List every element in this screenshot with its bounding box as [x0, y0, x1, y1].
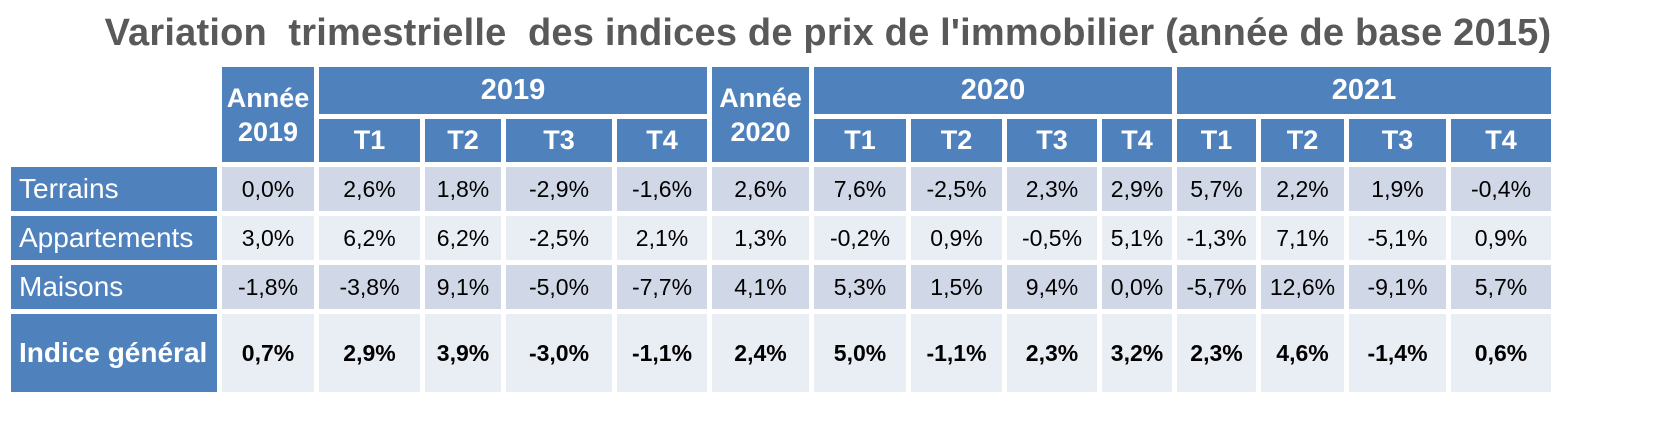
row-label-appartements: Appartements — [11, 216, 217, 260]
table-cell: -0,2% — [814, 216, 906, 260]
table-cell: -9,1% — [1349, 265, 1446, 309]
header-year-2020: 2020 — [814, 67, 1172, 114]
table-cell: 6,2% — [319, 216, 420, 260]
table-cell: 7,6% — [814, 167, 906, 211]
table-cell: 0,0% — [1102, 265, 1172, 309]
header-2019-t2: T2 — [425, 119, 501, 162]
table-cell: -5,7% — [1177, 265, 1256, 309]
table-cell: 2,1% — [617, 216, 707, 260]
table-cell: -1,4% — [1349, 314, 1446, 392]
table-cell: -1,1% — [617, 314, 707, 392]
header-2021-t3: T3 — [1349, 119, 1446, 162]
table-cell: -3,0% — [506, 314, 612, 392]
table-cell: 3,2% — [1102, 314, 1172, 392]
table-cell: 5,1% — [1102, 216, 1172, 260]
header-year-2019: 2019 — [319, 67, 707, 114]
table-row-maisons: Maisons -1,8% -3,8% 9,1% -5,0% -7,7% 4,1… — [11, 265, 1551, 309]
table-cell: 4,1% — [712, 265, 809, 309]
table-cell: 0,0% — [222, 167, 314, 211]
header-2021-t2: T2 — [1261, 119, 1344, 162]
table-cell: 5,7% — [1451, 265, 1551, 309]
table-cell: 1,3% — [712, 216, 809, 260]
table-cell: 6,2% — [425, 216, 501, 260]
row-label-maisons: Maisons — [11, 265, 217, 309]
header-2020-t3: T3 — [1007, 119, 1097, 162]
table-cell: 9,4% — [1007, 265, 1097, 309]
header-2019-t3: T3 — [506, 119, 612, 162]
table-cell: 1,8% — [425, 167, 501, 211]
table-cell: -3,8% — [319, 265, 420, 309]
table-cell: 2,9% — [1102, 167, 1172, 211]
table-cell: 5,7% — [1177, 167, 1256, 211]
table-cell: 7,1% — [1261, 216, 1344, 260]
table-cell: 2,3% — [1007, 314, 1097, 392]
table-row-terrains: Terrains 0,0% 2,6% 1,8% -2,9% -1,6% 2,6%… — [11, 167, 1551, 211]
corner-blank — [11, 67, 217, 162]
row-label-terrains: Terrains — [11, 167, 217, 211]
table-cell: 9,1% — [425, 265, 501, 309]
table-row-appartements: Appartements 3,0% 6,2% 6,2% -2,5% 2,1% 1… — [11, 216, 1551, 260]
table-cell: -1,6% — [617, 167, 707, 211]
header-2021-t1: T1 — [1177, 119, 1256, 162]
table-cell: -7,7% — [617, 265, 707, 309]
table-row-indice-general: Indice général 0,7% 2,9% 3,9% -3,0% -1,1… — [11, 314, 1551, 392]
table-cell: 2,2% — [1261, 167, 1344, 211]
table-cell: 3,9% — [425, 314, 501, 392]
table-cell: -2,5% — [911, 167, 1002, 211]
header-2020-t1: T1 — [814, 119, 906, 162]
table-cell: 1,9% — [1349, 167, 1446, 211]
header-2019-t4: T4 — [617, 119, 707, 162]
table-cell: -0,5% — [1007, 216, 1097, 260]
header-2020-t4: T4 — [1102, 119, 1172, 162]
table-cell: 2,6% — [712, 167, 809, 211]
table-cell: 0,6% — [1451, 314, 1551, 392]
table-cell: -5,0% — [506, 265, 612, 309]
table-cell: 2,4% — [712, 314, 809, 392]
table-cell: -2,5% — [506, 216, 612, 260]
table-cell: 0,9% — [911, 216, 1002, 260]
table-cell: 4,6% — [1261, 314, 1344, 392]
header-2020-t2: T2 — [911, 119, 1002, 162]
table-cell: -0,4% — [1451, 167, 1551, 211]
page-title: Variation trimestrielle des indices de p… — [104, 12, 1552, 54]
table-cell: 5,3% — [814, 265, 906, 309]
table-cell: 3,0% — [222, 216, 314, 260]
table-cell: 12,6% — [1261, 265, 1344, 309]
table-cell: 0,9% — [1451, 216, 1551, 260]
header-2021-t4: T4 — [1451, 119, 1551, 162]
header-annee-2019: Année 2019 — [222, 67, 314, 162]
table-cell: 2,3% — [1007, 167, 1097, 211]
table-cell: 1,5% — [911, 265, 1002, 309]
price-index-table: Année 2019 2019 Année 2020 2020 2021 T1 … — [6, 62, 1556, 397]
table-cell: -1,8% — [222, 265, 314, 309]
header-annee-2020: Année 2020 — [712, 67, 809, 162]
table-cell: 2,3% — [1177, 314, 1256, 392]
table-cell: 2,6% — [319, 167, 420, 211]
table-cell: -1,1% — [911, 314, 1002, 392]
row-label-indice-general: Indice général — [11, 314, 217, 392]
table-cell: 2,9% — [319, 314, 420, 392]
table-cell: -2,9% — [506, 167, 612, 211]
table-cell: 5,0% — [814, 314, 906, 392]
table-cell: 0,7% — [222, 314, 314, 392]
header-year-2021: 2021 — [1177, 67, 1551, 114]
table-cell: -1,3% — [1177, 216, 1256, 260]
table-cell: -5,1% — [1349, 216, 1446, 260]
header-2019-t1: T1 — [319, 119, 420, 162]
